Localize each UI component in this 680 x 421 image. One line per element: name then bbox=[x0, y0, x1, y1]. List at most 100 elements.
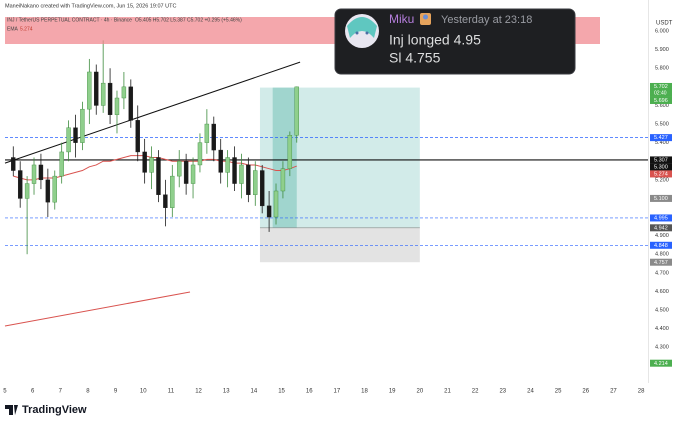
price-label: 4.942 bbox=[654, 225, 668, 231]
candle-body bbox=[100, 82, 106, 106]
candle-body bbox=[59, 151, 64, 177]
x-tick-label: 12 bbox=[195, 389, 202, 395]
message-card: Miku Yesterday at 23:18 Inj longed 4.95 … bbox=[334, 8, 576, 75]
candle-body bbox=[31, 164, 37, 184]
x-tick-label: 6 bbox=[31, 389, 35, 395]
candle-body bbox=[45, 179, 51, 203]
y-tick-label: 4.600 bbox=[655, 289, 669, 295]
candle-body bbox=[232, 157, 237, 184]
y-tick-label: 4.800 bbox=[655, 252, 669, 258]
candle-body bbox=[17, 170, 23, 199]
x-tick-label: 13 bbox=[223, 389, 230, 395]
currency: USDT bbox=[656, 21, 673, 27]
brand-logo bbox=[5, 405, 18, 415]
candle-body bbox=[66, 127, 71, 153]
candle-body bbox=[225, 157, 230, 173]
symbol: INJ / TetherUS PERPETUAL CONTRACT · 4h ·… bbox=[7, 17, 132, 23]
brand: TradingView bbox=[5, 404, 87, 416]
price-label: 4.995 bbox=[654, 216, 668, 222]
x-tick-label: 7 bbox=[59, 389, 63, 395]
candle-body bbox=[294, 86, 299, 136]
candle-body bbox=[52, 175, 57, 203]
avatar-eye bbox=[365, 31, 369, 35]
ema-label: EMA bbox=[7, 26, 19, 32]
x-tick-label: 15 bbox=[278, 389, 285, 395]
candle-body bbox=[114, 97, 120, 115]
price-label-box bbox=[650, 170, 672, 178]
x-tick-label: 26 bbox=[582, 389, 589, 395]
price-label-box bbox=[650, 96, 672, 104]
candle-body bbox=[142, 151, 147, 173]
candle-body bbox=[177, 161, 182, 177]
candle-body bbox=[38, 164, 44, 181]
candle-body bbox=[87, 71, 92, 110]
price-label: 5.307 bbox=[654, 157, 668, 163]
y-tick-label: 5.900 bbox=[655, 47, 669, 53]
message-line: Inj longed 4.95 bbox=[389, 32, 481, 48]
message-line: Sl 4.755 bbox=[389, 50, 441, 66]
price-label: 5.696 bbox=[654, 98, 668, 104]
candle-body bbox=[80, 108, 85, 143]
x-tick-label: 23 bbox=[499, 389, 506, 395]
x-tick-label: 17 bbox=[334, 389, 341, 395]
candle-body bbox=[128, 86, 134, 121]
candle-body bbox=[94, 71, 99, 106]
candle-body bbox=[273, 190, 279, 218]
x-tick-label: 28 bbox=[638, 389, 645, 395]
x-tick-label: 10 bbox=[140, 389, 147, 395]
candle-body bbox=[239, 164, 244, 184]
ema-value: 5.274 bbox=[20, 26, 33, 32]
brand-name: TradingView bbox=[22, 404, 87, 416]
candle-body bbox=[204, 123, 210, 143]
y-tick-label: 4.700 bbox=[655, 270, 669, 276]
candle-body bbox=[218, 149, 223, 173]
x-tick-label: 21 bbox=[444, 389, 451, 395]
x-tick-label: 22 bbox=[472, 389, 479, 395]
y-tick-label: 5.200 bbox=[655, 177, 669, 183]
ohlc: O5.405 H5.702 L5.387 C5.702 +0.295 (+5.4… bbox=[135, 17, 242, 23]
avatar-eye bbox=[355, 31, 359, 35]
x-tick-label: 25 bbox=[555, 389, 562, 395]
candle-body bbox=[107, 82, 113, 115]
x-tick-label: 20 bbox=[416, 389, 423, 395]
price-label-box bbox=[650, 241, 672, 249]
price-label: 5.100 bbox=[654, 196, 668, 202]
x-tick-label: 11 bbox=[168, 389, 175, 395]
role-icon-detail bbox=[423, 14, 428, 20]
candle-body bbox=[73, 127, 78, 143]
candle-body bbox=[197, 142, 203, 166]
time-axis: 5 6 7 8 9 10 11 12 13 14 15 16 17 18 19 20 21 22 23 24 25 26 2… bbox=[3, 389, 645, 395]
candle-body bbox=[121, 86, 127, 99]
price-label: 5.300 bbox=[654, 164, 668, 170]
y-tick-label: 5.600 bbox=[655, 103, 669, 109]
x-tick-label: 27 bbox=[610, 389, 617, 395]
candle-body bbox=[287, 135, 293, 169]
price-label-box bbox=[650, 82, 672, 97]
y-tick-label: 5.400 bbox=[655, 140, 669, 146]
y-tick-label: 5.500 bbox=[655, 121, 669, 127]
trend-line bbox=[4, 61, 301, 164]
username[interactable]: Miku bbox=[389, 12, 414, 26]
price-label-box bbox=[650, 258, 672, 266]
candle-body bbox=[246, 164, 251, 195]
x-tick-label: 19 bbox=[389, 389, 396, 395]
price-axis: 6.0005.9005.8005.7005.6005.5005.4005.200… bbox=[650, 29, 672, 367]
price-label: 4.848 bbox=[654, 243, 668, 249]
x-tick-label: 9 bbox=[114, 389, 118, 395]
candle-body bbox=[163, 194, 168, 208]
candle-body bbox=[24, 183, 30, 199]
x-tick-label: 24 bbox=[527, 389, 534, 395]
x-tick-label: 14 bbox=[251, 389, 258, 395]
price-label: 5.702 bbox=[654, 84, 668, 90]
price-label-box bbox=[650, 194, 672, 202]
y-tick-label: 4.900 bbox=[655, 233, 669, 239]
price-label-box bbox=[650, 224, 672, 232]
candle-body bbox=[156, 157, 161, 195]
price-label-box bbox=[650, 359, 672, 367]
x-tick-label: 18 bbox=[361, 389, 368, 395]
candle-body bbox=[149, 157, 154, 173]
y-tick-label: 4.500 bbox=[655, 307, 669, 313]
candle-body bbox=[266, 205, 272, 218]
